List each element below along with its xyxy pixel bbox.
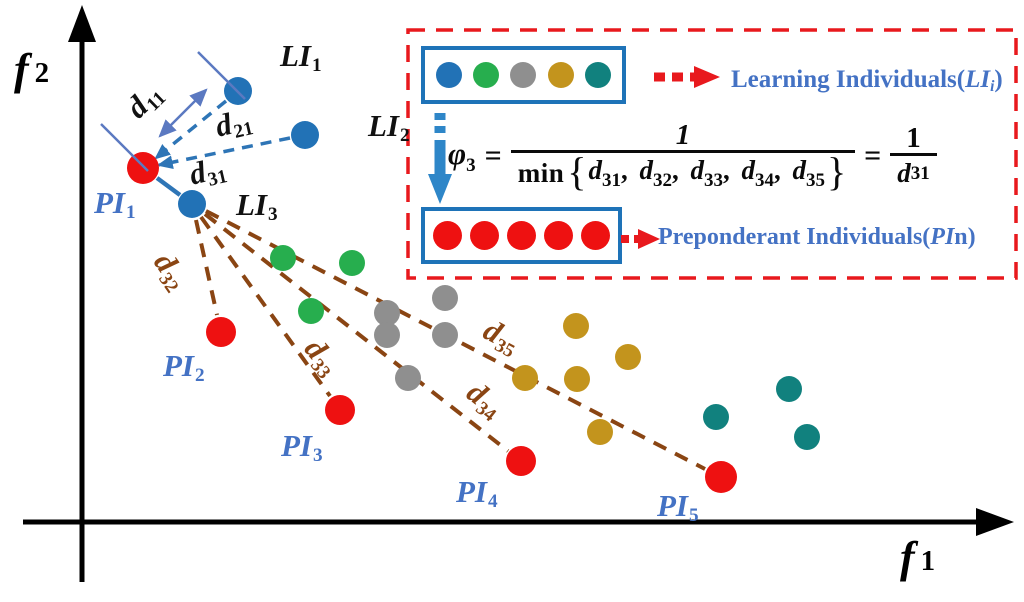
preponderant-caption-n: n bbox=[954, 224, 968, 250]
x-axis-label-sub: 1 bbox=[920, 545, 936, 577]
dot-preponderant-individuals-red-1 bbox=[127, 152, 159, 184]
dot-gray-individuals-4 bbox=[432, 322, 458, 348]
dot-preponderant-individuals-red-4 bbox=[506, 446, 536, 476]
fraction-numerator: 1 bbox=[675, 118, 691, 151]
phi-symbol: φ3 bbox=[448, 136, 476, 177]
learning-caption-li: LI bbox=[965, 66, 991, 93]
learning-individuals-chip-box bbox=[421, 46, 626, 104]
y-axis-label-f: f bbox=[14, 45, 29, 94]
formula-term-d33: d33, bbox=[690, 155, 737, 192]
preponderant-chip-3 bbox=[507, 221, 536, 250]
dot-teal-individuals-2 bbox=[703, 404, 729, 430]
distance-line-d35 bbox=[205, 209, 706, 471]
learning-chip-3 bbox=[510, 62, 537, 88]
learning-caption-sub: i bbox=[990, 77, 995, 95]
learning-individuals-caption: Learning Individuals(LIi) bbox=[731, 66, 1003, 95]
y-axis-arrowhead-icon bbox=[68, 5, 96, 42]
dot-gold-individuals-3 bbox=[512, 365, 538, 391]
x-axis-arrowhead-icon bbox=[976, 508, 1014, 536]
learning-chip-4 bbox=[547, 62, 574, 88]
x-axis-label-f: f bbox=[900, 533, 915, 582]
dot-preponderant-individuals-red-3 bbox=[325, 395, 355, 425]
measure-tick-2 bbox=[100, 123, 149, 172]
dot-gold-individuals-2 bbox=[615, 344, 641, 370]
distance-line-d21 bbox=[156, 136, 291, 169]
main-fraction: 1 min { d31, d32, d33, d34, d35 } bbox=[510, 118, 856, 194]
preponderant-arrow-icon bbox=[621, 229, 660, 249]
dot-teal-individuals-3 bbox=[794, 424, 820, 450]
legend-dashed-border bbox=[406, 28, 1018, 280]
dot-gray-individuals-2 bbox=[374, 300, 400, 326]
phi-formula: φ3 = 1 min { d31, d32, d33, d34, d35 } =… bbox=[448, 104, 937, 208]
measure-tick-1 bbox=[197, 51, 246, 100]
learning-chip-5 bbox=[584, 62, 611, 88]
preponderant-chip-5 bbox=[581, 221, 610, 250]
distance-line-d31 bbox=[155, 176, 182, 197]
dot-green-individuals-3 bbox=[298, 298, 324, 324]
distance-line-d34 bbox=[203, 212, 510, 453]
distance-terms: d31, d32, d33, d34, d35 bbox=[588, 155, 825, 192]
formula-term-d34: d34, bbox=[741, 155, 788, 192]
fraction-denominator: min { d31, d32, d33, d34, d35 } bbox=[510, 148, 856, 194]
learning-chip-1 bbox=[436, 62, 463, 88]
phi-subscript: 3 bbox=[466, 154, 476, 176]
learning-chip-2 bbox=[473, 62, 500, 88]
distance-line-d32 bbox=[194, 219, 219, 316]
dot-gray-individuals-5 bbox=[395, 365, 421, 391]
dot-gold-individuals-5 bbox=[587, 419, 613, 445]
result-numerator: 1 bbox=[906, 121, 921, 154]
dot-teal-individuals-1 bbox=[776, 376, 802, 402]
learning-caption-text: Learning Individuals( bbox=[731, 66, 966, 93]
preponderant-individuals-caption: Preponderant Individuals(PIn) bbox=[658, 224, 976, 250]
legend-box: Learning Individuals(LIi) φ3 = 1 min { d… bbox=[408, 30, 1016, 278]
equals-sign: = bbox=[484, 139, 502, 172]
dot-learning-individuals-blue-3 bbox=[178, 190, 206, 218]
dot-gold-individuals-4 bbox=[564, 366, 590, 392]
result-denominator: d 31 bbox=[890, 153, 937, 189]
formula-term-d32: d32, bbox=[639, 155, 686, 192]
phi-char: φ bbox=[448, 135, 467, 171]
preponderant-individuals-chip-box bbox=[421, 207, 622, 264]
learning-arrow-icon bbox=[654, 66, 720, 88]
preponderant-caption-pi: PI bbox=[930, 224, 955, 250]
formula-term-d35: d35 bbox=[792, 155, 825, 192]
dot-green-individuals-1 bbox=[270, 245, 296, 271]
dot-preponderant-individuals-red-2 bbox=[206, 317, 236, 347]
close-brace: } bbox=[826, 148, 847, 194]
min-operator: min bbox=[517, 158, 565, 189]
dot-learning-individuals-blue-2 bbox=[291, 121, 319, 149]
preponderant-caption-close: ) bbox=[967, 224, 976, 250]
result-d-sub: 31 bbox=[910, 162, 930, 184]
flow-down-arrow-icon bbox=[428, 113, 452, 204]
preponderant-caption-text: Preponderant Individuals( bbox=[658, 224, 931, 250]
dot-gray-individuals-3 bbox=[374, 322, 400, 348]
dot-preponderant-individuals-red-5 bbox=[705, 461, 737, 493]
preponderant-chip-4 bbox=[544, 221, 573, 250]
dot-green-individuals-2 bbox=[339, 250, 365, 276]
preponderant-chip-1 bbox=[433, 221, 462, 250]
distance-line-d33 bbox=[199, 215, 332, 398]
open-brace: { bbox=[567, 148, 587, 194]
preponderant-chip-2 bbox=[470, 221, 499, 250]
learning-caption-close: ) bbox=[994, 66, 1003, 93]
result-d: d bbox=[897, 158, 911, 189]
equals-sign-2: = bbox=[864, 139, 882, 172]
formula-term-d31: d31, bbox=[588, 155, 635, 192]
dot-gray-individuals-1 bbox=[432, 285, 458, 311]
distance-line-d11-measure bbox=[158, 88, 208, 138]
dot-gold-individuals-1 bbox=[563, 313, 589, 339]
result-fraction: 1 d 31 bbox=[890, 121, 937, 189]
y-axis-label-sub: 2 bbox=[34, 57, 50, 89]
